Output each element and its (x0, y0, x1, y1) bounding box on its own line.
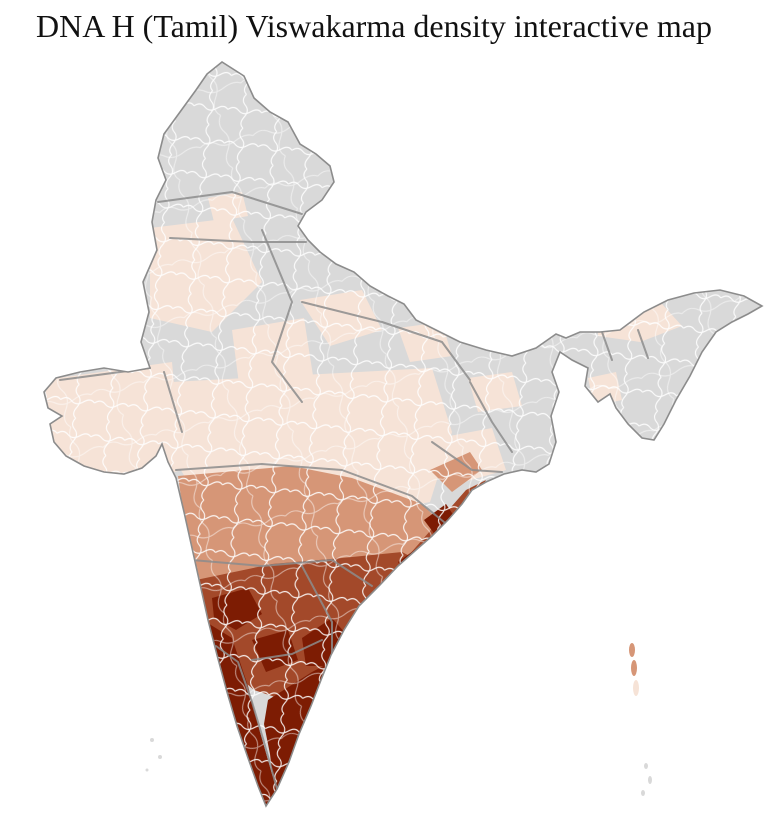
state-border (175, 463, 445, 523)
state-border (301, 301, 471, 381)
island[interactable] (641, 790, 645, 796)
island[interactable] (150, 738, 154, 742)
page-title: DNA H (Tamil) Viswakarma density interac… (36, 8, 712, 44)
state-borders (59, 191, 649, 801)
state-border (431, 441, 503, 473)
state-border (601, 329, 649, 361)
island[interactable] (631, 660, 637, 676)
state-border (251, 639, 323, 661)
island[interactable] (644, 763, 648, 769)
island[interactable] (633, 680, 639, 696)
island[interactable] (145, 768, 149, 772)
island[interactable] (648, 776, 652, 784)
state-border (469, 381, 513, 453)
state-border (191, 559, 373, 587)
lakshadweep-islands[interactable] (145, 738, 163, 772)
state-border (157, 191, 303, 215)
island[interactable] (158, 755, 162, 759)
state-border (261, 229, 303, 403)
district-boundaries-layer-coarse (44, 62, 762, 806)
andaman-islands[interactable] (629, 643, 652, 796)
island[interactable] (629, 643, 635, 657)
state-border (215, 645, 281, 801)
state-border (169, 237, 307, 243)
